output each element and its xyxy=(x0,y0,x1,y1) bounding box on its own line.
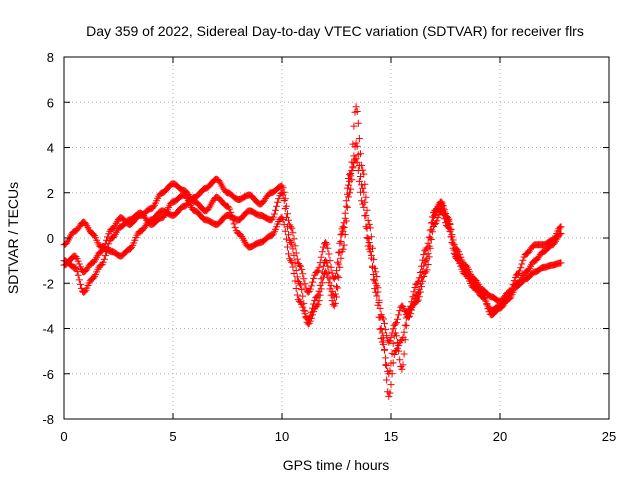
y-tick-label: -8 xyxy=(42,412,54,427)
y-tick-label: 8 xyxy=(47,50,54,65)
chart-title: Day 359 of 2022, Sidereal Day-to-day VTE… xyxy=(86,23,584,39)
y-tick-label: 4 xyxy=(47,141,54,156)
y-tick-label: 0 xyxy=(47,231,54,246)
y-axis-label: SDTVAR / TECUs xyxy=(5,182,21,294)
grid xyxy=(64,57,609,419)
axis-ticks: 0 5 10 15 20 25 -8 -6 -4 -2 0 2 4 6 8 xyxy=(42,50,616,444)
y-tick-label: -4 xyxy=(42,322,54,337)
x-tick-label: 10 xyxy=(275,429,289,444)
x-tick-label: 20 xyxy=(493,429,507,444)
x-tick-label: 5 xyxy=(169,429,176,444)
x-tick-label: 25 xyxy=(602,429,616,444)
series-trace-c xyxy=(60,139,565,378)
y-tick-label: -2 xyxy=(42,276,54,291)
y-tick-label: 6 xyxy=(47,95,54,110)
y-tick-label: -6 xyxy=(42,367,54,382)
x-tick-label: 15 xyxy=(384,429,398,444)
y-tick-label: 2 xyxy=(47,186,54,201)
x-axis-label: GPS time / hours xyxy=(283,457,390,473)
x-tick-label: 0 xyxy=(60,429,67,444)
